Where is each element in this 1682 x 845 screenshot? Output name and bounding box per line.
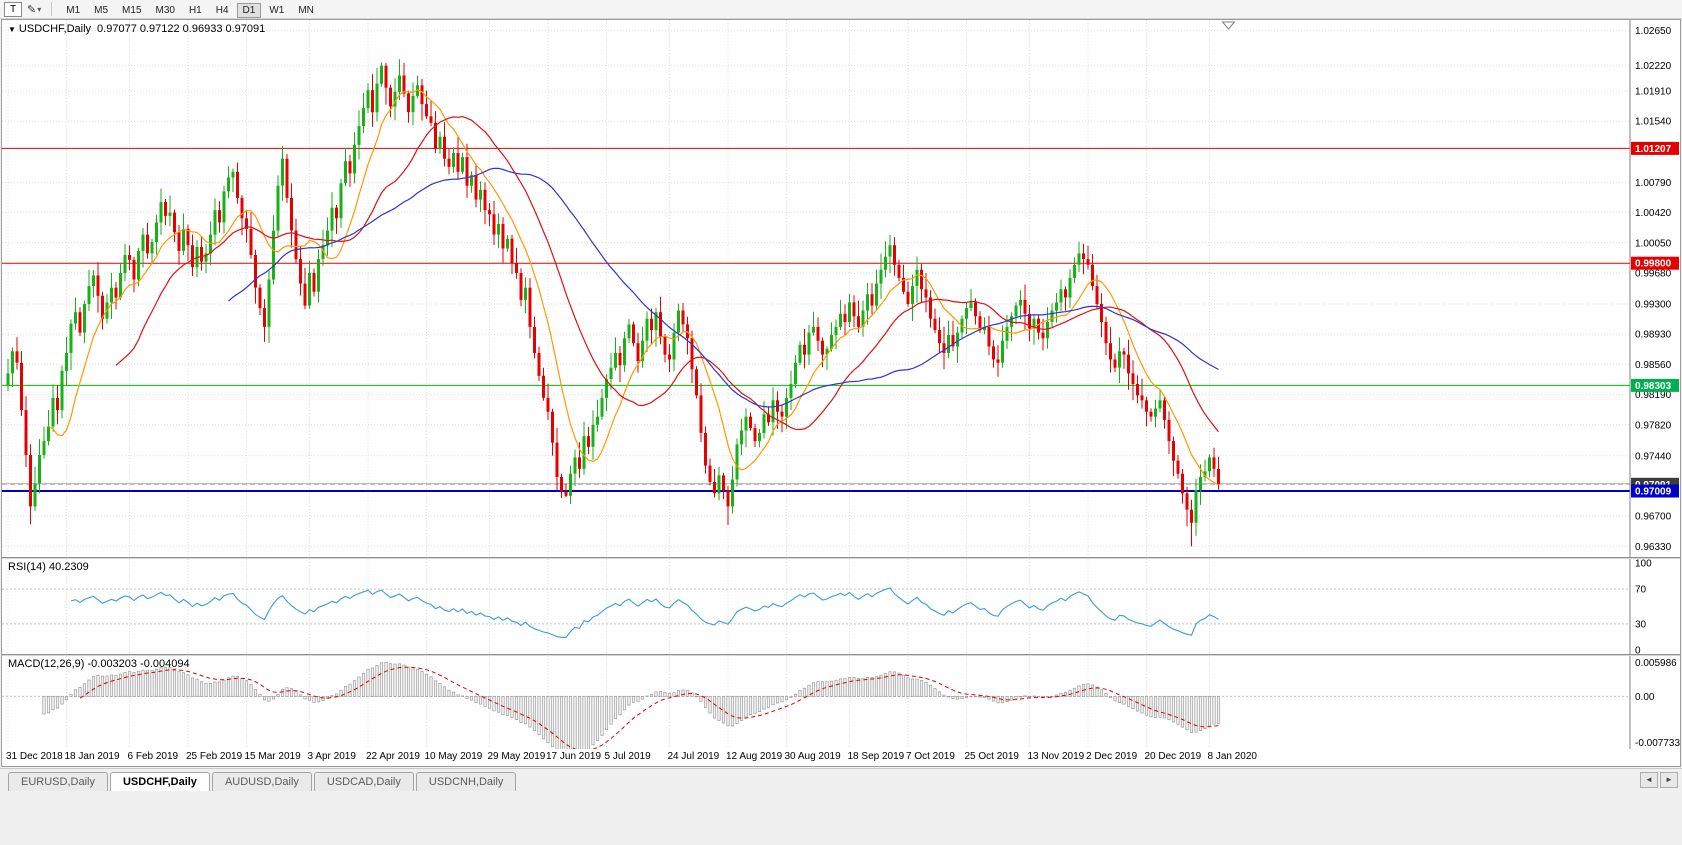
svg-text:0.98560: 0.98560 [1635, 360, 1672, 371]
svg-text:1.01540: 1.01540 [1635, 117, 1672, 128]
time-axis-label: 17 Jun 2019 [546, 751, 602, 762]
rsi-indicator-label: RSI(14) 40.2309 [8, 561, 89, 573]
svg-text:0.99680: 0.99680 [1635, 269, 1672, 280]
timeframe-button-H1[interactable]: H1 [183, 3, 208, 18]
chart-tab-AUDUSD[interactable]: AUDUSD,Daily [211, 772, 312, 791]
svg-text:0.98930: 0.98930 [1635, 330, 1672, 341]
time-axis-label: 12 Aug 2019 [726, 751, 783, 762]
svg-text:1.01207: 1.01207 [1635, 144, 1672, 155]
timeframe-button-MN[interactable]: MN [292, 3, 320, 18]
chart-title: ▼ USDCHF,Daily 0.97077 0.97122 0.96933 0.9… [8, 23, 265, 35]
rsi-name: RSI(14) [8, 561, 46, 573]
rsi-panel[interactable]: 100 70 30 0 [2, 559, 1680, 654]
timeframe-button-M30[interactable]: M30 [150, 3, 181, 18]
svg-text:1.02220: 1.02220 [1635, 61, 1672, 72]
chevron-down-icon: ▾ [37, 4, 42, 14]
chart-tabs-bar: EURUSD,Daily USDCHF,Daily AUDUSD,Daily USDC… [0, 768, 1682, 791]
main-price-chart[interactable]: 1.02650 1.02220 1.01910 1.01540 1.00790 1.004… [2, 20, 1680, 557]
macd-values: -0.003203 -0.004094 [87, 658, 190, 670]
timeframe-button-M15[interactable]: M15 [116, 3, 147, 18]
time-axis-label: 25 Oct 2019 [964, 751, 1019, 762]
svg-text:0.97440: 0.97440 [1635, 451, 1672, 462]
timeframe-button-H4[interactable]: H4 [210, 3, 235, 18]
chart-tabs: EURUSD,Daily USDCHF,Daily AUDUSD,Daily USDC… [8, 772, 518, 791]
text-tool-button[interactable]: T [4, 1, 22, 17]
time-axis-label: 31 Dec 2018 [6, 751, 63, 762]
time-axis-label: 18 Jan 2019 [64, 751, 120, 762]
svg-text:0.97820: 0.97820 [1635, 420, 1672, 431]
time-axis-label: 10 May 2019 [424, 751, 483, 762]
time-axis-label: 5 Jul 2019 [604, 751, 651, 762]
chart-shift-marker [1221, 21, 1236, 30]
svg-text:0.96700: 0.96700 [1635, 512, 1672, 523]
timeframe-button-D1[interactable]: D1 [236, 3, 262, 18]
collapse-chart-icon[interactable]: ▼ [8, 25, 16, 34]
svg-text:0.98303: 0.98303 [1635, 381, 1672, 392]
chart-tab-USDCHF[interactable]: USDCHF,Daily [109, 772, 210, 791]
macd-name: MACD(12,26,9) [8, 658, 85, 670]
drawing-tool-dropdown[interactable]: ✎ ▾ [24, 2, 44, 17]
svg-text:30: 30 [1635, 619, 1647, 630]
svg-text:0.96330: 0.96330 [1635, 542, 1672, 553]
chart-tab-USDCAD[interactable]: USDCAD,Daily [313, 772, 414, 791]
time-axis-label: 24 Jul 2019 [667, 751, 720, 762]
tabs-scroll-right-button[interactable]: ► [1660, 772, 1678, 788]
svg-text:0.005986: 0.005986 [1635, 658, 1677, 669]
time-axis-label: 7 Oct 2019 [906, 751, 955, 762]
symbol-period-label: USDCHF,Daily [18, 23, 92, 35]
pane-separator[interactable] [2, 557, 1680, 559]
svg-text:-0.007733: -0.007733 [1635, 738, 1680, 749]
svg-text:0.99300: 0.99300 [1635, 300, 1672, 311]
svg-text:1.00050: 1.00050 [1635, 238, 1672, 249]
svg-text:0.97009: 0.97009 [1635, 487, 1672, 498]
rsi-value: 40.2309 [48, 561, 89, 573]
timeframe-button-W1[interactable]: W1 [263, 3, 290, 18]
svg-text:1.00420: 1.00420 [1635, 208, 1672, 219]
chart-tab-EURUSD[interactable]: EURUSD,Daily [8, 772, 108, 791]
macd-indicator-label: MACD(12,26,9) -0.003203 -0.004094 [8, 658, 190, 670]
time-axis-label: 6 Feb 2019 [127, 751, 179, 762]
timeframe-buttons: M1 M5 M15 M30 H1 H4 D1 W1 MN [59, 0, 321, 18]
time-axis-label: 25 Feb 2019 [186, 751, 243, 762]
chart-tab-USDCNH[interactable]: USDCNH,Daily [415, 772, 517, 791]
svg-text:1.02650: 1.02650 [1635, 26, 1672, 37]
svg-text:0.00: 0.00 [1635, 692, 1655, 703]
time-axis-label: 3 Apr 2019 [307, 751, 356, 762]
chart-window: 1.02650 1.02220 1.01910 1.01540 1.00790 1.004… [1, 19, 1681, 767]
svg-text:0.99800: 0.99800 [1635, 259, 1672, 270]
tabs-scroll-arrows: ◄ ► [1640, 772, 1678, 791]
time-axis-label: 22 Apr 2019 [366, 751, 420, 762]
timeframe-button-M5[interactable]: M5 [88, 3, 114, 18]
pencil-icon: ✎ [27, 3, 37, 16]
svg-text:0.98190: 0.98190 [1635, 390, 1672, 401]
time-axis-label: 15 Mar 2019 [244, 751, 301, 762]
ohlc-values: 0.97077 0.97122 0.96933 0.97091 [97, 23, 266, 35]
time-axis: 31 Dec 2018 18 Jan 2019 6 Feb 2019 25 Feb 2… [2, 749, 1680, 766]
svg-text:0: 0 [1635, 646, 1641, 655]
svg-text:70: 70 [1635, 585, 1647, 596]
tabs-scroll-left-button[interactable]: ◄ [1640, 772, 1658, 788]
svg-text:1.00790: 1.00790 [1635, 178, 1672, 189]
time-axis-label: 13 Nov 2019 [1027, 751, 1085, 762]
top-toolbar: T ✎ ▾ M1 M5 M15 M30 H1 H4 D1 W1 MN [0, 0, 1682, 19]
time-axis-label: 30 Aug 2019 [784, 751, 841, 762]
time-axis-label: 8 Jan 2020 [1207, 751, 1258, 762]
timeframe-button-M1[interactable]: M1 [60, 3, 86, 18]
pane-separator[interactable] [2, 654, 1680, 656]
svg-text:100: 100 [1635, 559, 1652, 570]
time-axis-label: 20 Dec 2019 [1144, 751, 1202, 762]
time-axis-label: 2 Dec 2019 [1086, 751, 1138, 762]
time-axis-label: 29 May 2019 [487, 751, 546, 762]
toolbar-separator [51, 2, 53, 16]
time-axis-label: 18 Sep 2019 [847, 751, 905, 762]
macd-panel[interactable]: 0.005986 0.00 -0.007733 [2, 656, 1680, 749]
svg-text:1.01910: 1.01910 [1635, 87, 1672, 98]
